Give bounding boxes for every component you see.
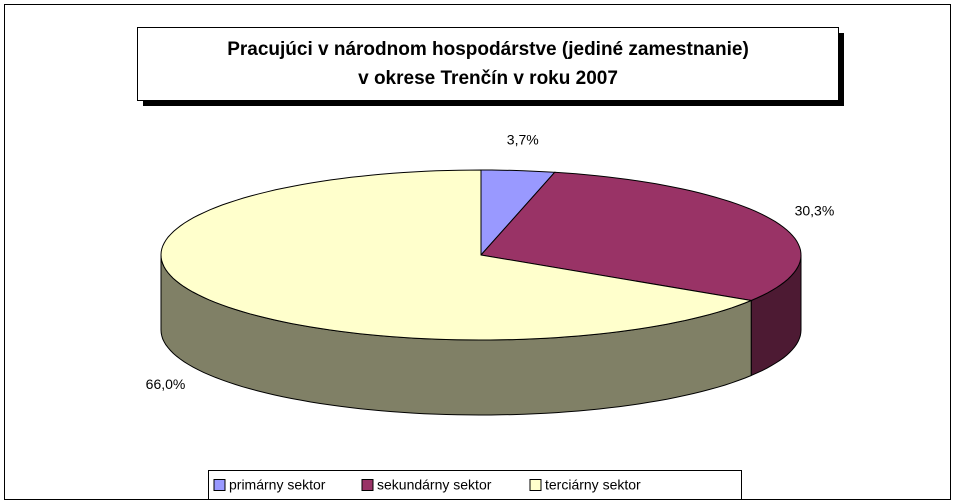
legend-box [208, 470, 742, 500]
data-label: 3,7% [507, 131, 539, 147]
legend-swatch [361, 479, 374, 491]
legend-label: terciárny sektor [545, 477, 641, 493]
chart-title: v okrese Trenčín v roku 2007 [358, 68, 618, 89]
legend-swatch [213, 479, 226, 491]
pie-slice [160, 169, 754, 341]
data-label: 66,0% [146, 376, 186, 392]
legend-label: sekundárny sektor [377, 477, 492, 493]
chart-title: Pracujúci v národnom hospodárstve (jedin… [227, 39, 749, 60]
legend-label: primárny sektor [229, 477, 326, 493]
legend-swatch [529, 479, 542, 491]
title-box [137, 27, 839, 101]
data-label: 30,3% [795, 202, 835, 218]
